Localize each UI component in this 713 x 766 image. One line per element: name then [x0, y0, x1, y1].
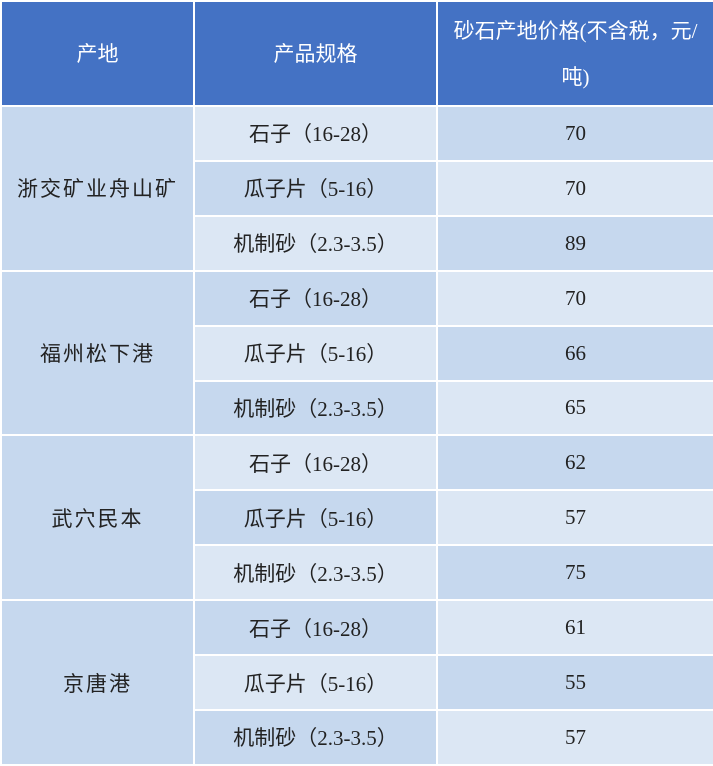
spec-cell: 石子（16-28）	[193, 105, 438, 162]
origin-cell: 福州松下港	[0, 269, 195, 437]
price-cell: 89	[436, 214, 713, 272]
spec-cell: 瓜子片（5-16）	[193, 159, 438, 217]
price-cell: 65	[436, 379, 713, 437]
origin-cell: 浙交矿业舟山矿	[0, 105, 195, 272]
data-row: 武穴民本 石子（16-28） 62	[0, 434, 713, 602]
price-cell: 75	[436, 544, 713, 602]
spec-cell: 石子（16-28）	[193, 434, 438, 492]
spec-cell: 石子（16-28）	[193, 269, 438, 327]
price-cell: 57	[436, 708, 713, 766]
header-cell: 砂石产地价格(不含税，元/吨)	[436, 0, 713, 107]
spec-cell: 瓜子片（5-16）	[193, 324, 438, 382]
spec-cell: 机制砂（2.3-3.5）	[193, 214, 438, 272]
header-cell: 产品规格	[193, 0, 438, 107]
spec-cell: 机制砂（2.3-3.5）	[193, 379, 438, 437]
data-row: 浙交矿业舟山矿 石子（16-28） 70	[0, 105, 713, 272]
price-cell: 57	[436, 489, 713, 547]
price-cell: 70	[436, 269, 713, 327]
data-row: 福州松下港 石子（16-28） 70	[0, 269, 713, 437]
data-row: 瓜子片（5-16） 70	[1, 159, 713, 217]
price-cell: 70	[436, 159, 713, 217]
data-row: 瓜子片（5-16） 66	[1, 324, 713, 382]
spec-cell: 机制砂（2.3-3.5）	[193, 544, 438, 602]
origin-cell: 京唐港	[0, 599, 195, 766]
spec-cell: 瓜子片（5-16）	[193, 654, 438, 711]
data-row: 机制砂（2.3-3.5） 89	[1, 214, 713, 272]
data-row: 瓜子片（5-16） 55	[1, 654, 713, 711]
price-cell: 61	[436, 599, 713, 657]
data-row: 机制砂（2.3-3.5） 57	[1, 708, 713, 766]
header-cell: 产地	[0, 0, 195, 107]
spec-cell: 瓜子片（5-16）	[193, 489, 438, 547]
price-cell: 70	[436, 105, 713, 162]
price-cell: 62	[436, 434, 713, 492]
data-row: 瓜子片（5-16） 57	[1, 489, 713, 547]
data-row: 机制砂（2.3-3.5） 75	[1, 544, 713, 602]
data-row: 京唐港 石子（16-28） 61	[0, 599, 713, 766]
price-cell: 55	[436, 654, 713, 711]
price-cell: 66	[436, 324, 713, 382]
table-body: 浙交矿业舟山矿 石子（16-28） 70 瓜子片（5-16） 70 机制砂（2.3-3.5…	[0, 105, 713, 766]
spec-cell: 机制砂（2.3-3.5）	[193, 708, 438, 766]
spec-cell: 石子（16-28）	[193, 599, 438, 657]
header-row: 产地 产品规格 砂石产地价格(不含税，元/吨)	[0, 0, 713, 107]
origin-cell: 武穴民本	[0, 434, 195, 602]
data-row: 机制砂（2.3-3.5） 65	[1, 379, 713, 437]
